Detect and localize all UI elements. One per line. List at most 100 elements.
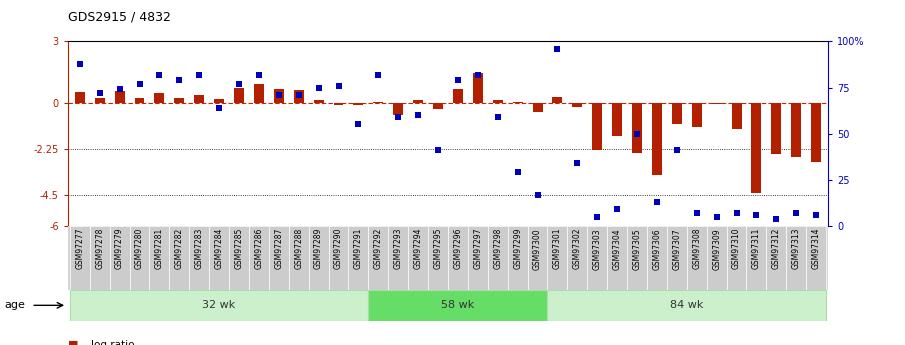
Bar bbox=[672, 103, 681, 125]
Point bbox=[710, 214, 724, 219]
Bar bbox=[175, 98, 185, 103]
Bar bbox=[169, 226, 189, 290]
Bar bbox=[314, 100, 324, 103]
Bar bbox=[508, 226, 528, 290]
Point bbox=[491, 114, 505, 120]
Text: GSM97278: GSM97278 bbox=[95, 228, 104, 269]
Text: GSM97302: GSM97302 bbox=[573, 228, 582, 269]
Point bbox=[152, 72, 167, 77]
Bar bbox=[751, 103, 761, 193]
Bar bbox=[129, 226, 149, 290]
Point bbox=[530, 192, 545, 197]
Text: GSM97292: GSM97292 bbox=[374, 228, 383, 269]
Text: GSM97299: GSM97299 bbox=[513, 228, 522, 269]
Point bbox=[590, 214, 605, 219]
Bar bbox=[691, 103, 701, 127]
Text: GSM97287: GSM97287 bbox=[274, 228, 283, 269]
Point bbox=[72, 61, 87, 66]
Text: GSM97298: GSM97298 bbox=[493, 228, 502, 269]
Text: GSM97306: GSM97306 bbox=[653, 228, 662, 269]
Text: GSM97303: GSM97303 bbox=[593, 228, 602, 269]
Point bbox=[570, 160, 585, 166]
Bar bbox=[587, 226, 607, 290]
Point bbox=[729, 210, 744, 216]
Bar bbox=[195, 95, 205, 103]
Bar bbox=[567, 226, 587, 290]
Point bbox=[311, 85, 326, 90]
Bar bbox=[135, 98, 145, 103]
Text: GSM97282: GSM97282 bbox=[175, 228, 184, 269]
Bar bbox=[229, 226, 249, 290]
Text: GSM97290: GSM97290 bbox=[334, 228, 343, 269]
Point bbox=[769, 216, 784, 221]
Bar bbox=[528, 226, 548, 290]
Bar bbox=[334, 103, 344, 105]
Text: GSM97283: GSM97283 bbox=[195, 228, 204, 269]
Bar bbox=[548, 290, 826, 321]
Bar bbox=[472, 73, 482, 103]
Bar bbox=[414, 100, 424, 103]
Bar bbox=[149, 226, 169, 290]
Bar bbox=[209, 226, 229, 290]
Point bbox=[112, 87, 127, 92]
Text: GSM97291: GSM97291 bbox=[354, 228, 363, 269]
Bar bbox=[394, 103, 404, 115]
Text: GSM97301: GSM97301 bbox=[553, 228, 562, 269]
Bar bbox=[408, 226, 428, 290]
Bar bbox=[767, 226, 786, 290]
Bar bbox=[652, 103, 662, 175]
Point bbox=[411, 112, 425, 118]
Bar bbox=[433, 103, 443, 109]
Point bbox=[510, 170, 525, 175]
Bar bbox=[249, 226, 269, 290]
Text: GSM97314: GSM97314 bbox=[812, 228, 821, 269]
Bar bbox=[388, 226, 408, 290]
Point bbox=[371, 72, 386, 77]
Text: GSM97294: GSM97294 bbox=[414, 228, 423, 269]
Bar bbox=[607, 226, 627, 290]
Bar bbox=[592, 103, 602, 150]
Point bbox=[391, 114, 405, 120]
Bar bbox=[214, 99, 224, 103]
Bar bbox=[492, 100, 502, 103]
Bar bbox=[448, 226, 468, 290]
Bar bbox=[368, 226, 388, 290]
Text: GSM97277: GSM97277 bbox=[75, 228, 84, 269]
Bar bbox=[274, 89, 284, 103]
Bar bbox=[234, 88, 244, 103]
Text: GSM97300: GSM97300 bbox=[533, 228, 542, 269]
Text: GSM97286: GSM97286 bbox=[254, 228, 263, 269]
Bar bbox=[95, 98, 105, 103]
Bar bbox=[552, 97, 562, 103]
Bar bbox=[70, 290, 368, 321]
Bar bbox=[711, 103, 721, 104]
Bar bbox=[354, 103, 364, 105]
Bar bbox=[806, 226, 826, 290]
Bar bbox=[189, 226, 209, 290]
Bar bbox=[747, 226, 767, 290]
Text: GSM97311: GSM97311 bbox=[752, 228, 761, 269]
Text: 58 wk: 58 wk bbox=[442, 300, 474, 310]
Bar bbox=[512, 102, 522, 103]
Bar bbox=[309, 226, 329, 290]
Text: GSM97288: GSM97288 bbox=[294, 228, 303, 269]
Point bbox=[471, 72, 485, 77]
Text: 84 wk: 84 wk bbox=[670, 300, 703, 310]
Point bbox=[610, 207, 624, 212]
Point bbox=[351, 122, 366, 127]
Bar bbox=[612, 103, 622, 136]
Point bbox=[252, 72, 266, 77]
Text: GSM97308: GSM97308 bbox=[692, 228, 701, 269]
Bar bbox=[727, 226, 747, 290]
Bar bbox=[731, 103, 741, 129]
Text: GSM97280: GSM97280 bbox=[135, 228, 144, 269]
Bar bbox=[572, 103, 582, 107]
Bar bbox=[667, 226, 687, 290]
Point bbox=[670, 148, 684, 153]
Bar bbox=[791, 103, 801, 157]
Text: GSM97281: GSM97281 bbox=[155, 228, 164, 269]
Point bbox=[212, 105, 226, 111]
Text: GSM97313: GSM97313 bbox=[792, 228, 801, 269]
Point bbox=[92, 90, 107, 96]
Bar bbox=[627, 226, 647, 290]
